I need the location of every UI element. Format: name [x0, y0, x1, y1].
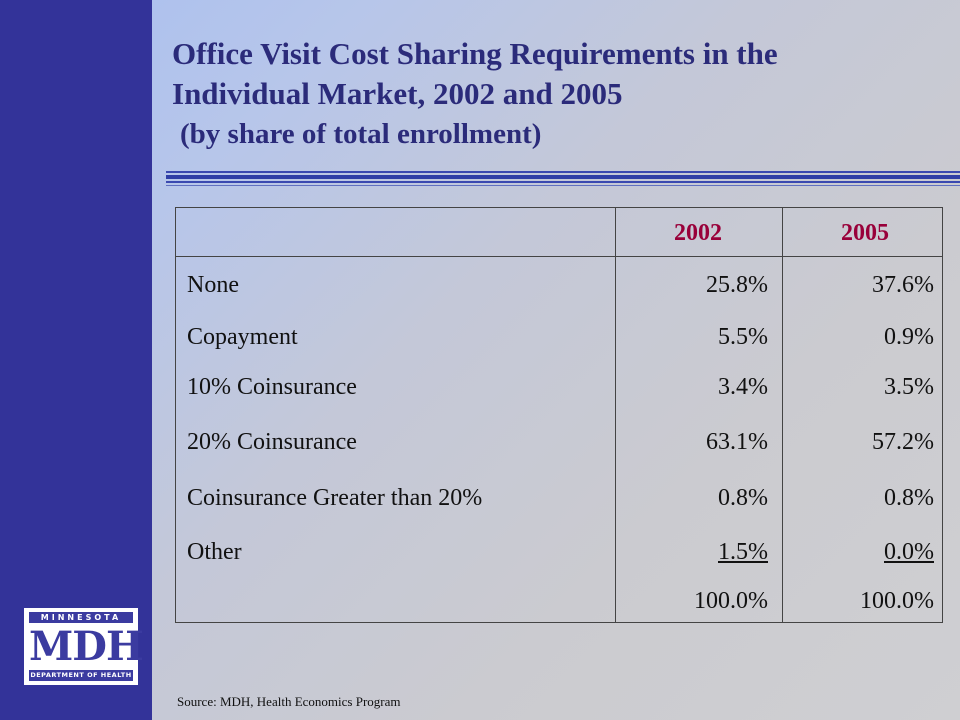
title-line-2: Individual Market, 2002 and 2005: [172, 76, 623, 111]
column-header-2005: 2005: [841, 220, 889, 246]
cell-total-2005: 100.0%: [860, 588, 934, 614]
logo-top-band: MINNESOTA: [29, 612, 133, 623]
title-subtitle: (by share of total enrollment): [180, 118, 542, 150]
logo-bottom-band: DEPARTMENT OF HEALTH: [29, 670, 133, 681]
cell-other-2002: 1.5%: [718, 539, 768, 565]
cell-coinsurance-over-20-2002: 0.8%: [718, 485, 768, 511]
row-label-20-coinsurance: 20% Coinsurance: [187, 429, 357, 455]
cell-10-coinsurance-2002: 3.4%: [718, 374, 768, 400]
cell-none-2005: 37.6%: [872, 272, 934, 298]
cell-20-coinsurance-2002: 63.1%: [706, 429, 768, 455]
slide-title: Office Visit Cost Sharing Requirements i…: [172, 34, 942, 154]
column-header-2002: 2002: [674, 220, 722, 246]
cell-none-2002: 25.8%: [706, 272, 768, 298]
cell-10-coinsurance-2005: 3.5%: [884, 374, 934, 400]
row-label-coinsurance-over-20: Coinsurance Greater than 20%: [187, 485, 483, 511]
source-note: Source: MDH, Health Economics Program: [177, 694, 401, 709]
mdh-logo: MINNESOTA MDH DEPARTMENT OF HEALTH: [24, 608, 144, 685]
cell-total-2002: 100.0%: [694, 588, 768, 614]
cell-coinsurance-over-20-2005: 0.8%: [884, 485, 934, 511]
cost-sharing-table: 2002 2005 None 25.8% 37.6% Copayment 5.5…: [175, 207, 943, 623]
table-divider-1: [615, 208, 616, 622]
row-label-10-coinsurance: 10% Coinsurance: [187, 374, 357, 400]
logo-main-text: MDH: [29, 623, 144, 670]
cell-copayment-2005: 0.9%: [884, 324, 934, 350]
row-label-copayment: Copayment: [187, 324, 298, 350]
cell-20-coinsurance-2005: 57.2%: [872, 429, 934, 455]
cell-copayment-2002: 5.5%: [718, 324, 768, 350]
row-label-other: Other: [187, 539, 242, 565]
table-divider-2: [782, 208, 783, 622]
cell-other-2005: 0.0%: [884, 539, 934, 565]
row-label-none: None: [187, 272, 239, 298]
table-header-rule: [176, 256, 942, 257]
title-line-1: Office Visit Cost Sharing Requirements i…: [172, 36, 778, 71]
title-divider: [166, 171, 960, 189]
left-sidebar-bar: [0, 0, 152, 720]
